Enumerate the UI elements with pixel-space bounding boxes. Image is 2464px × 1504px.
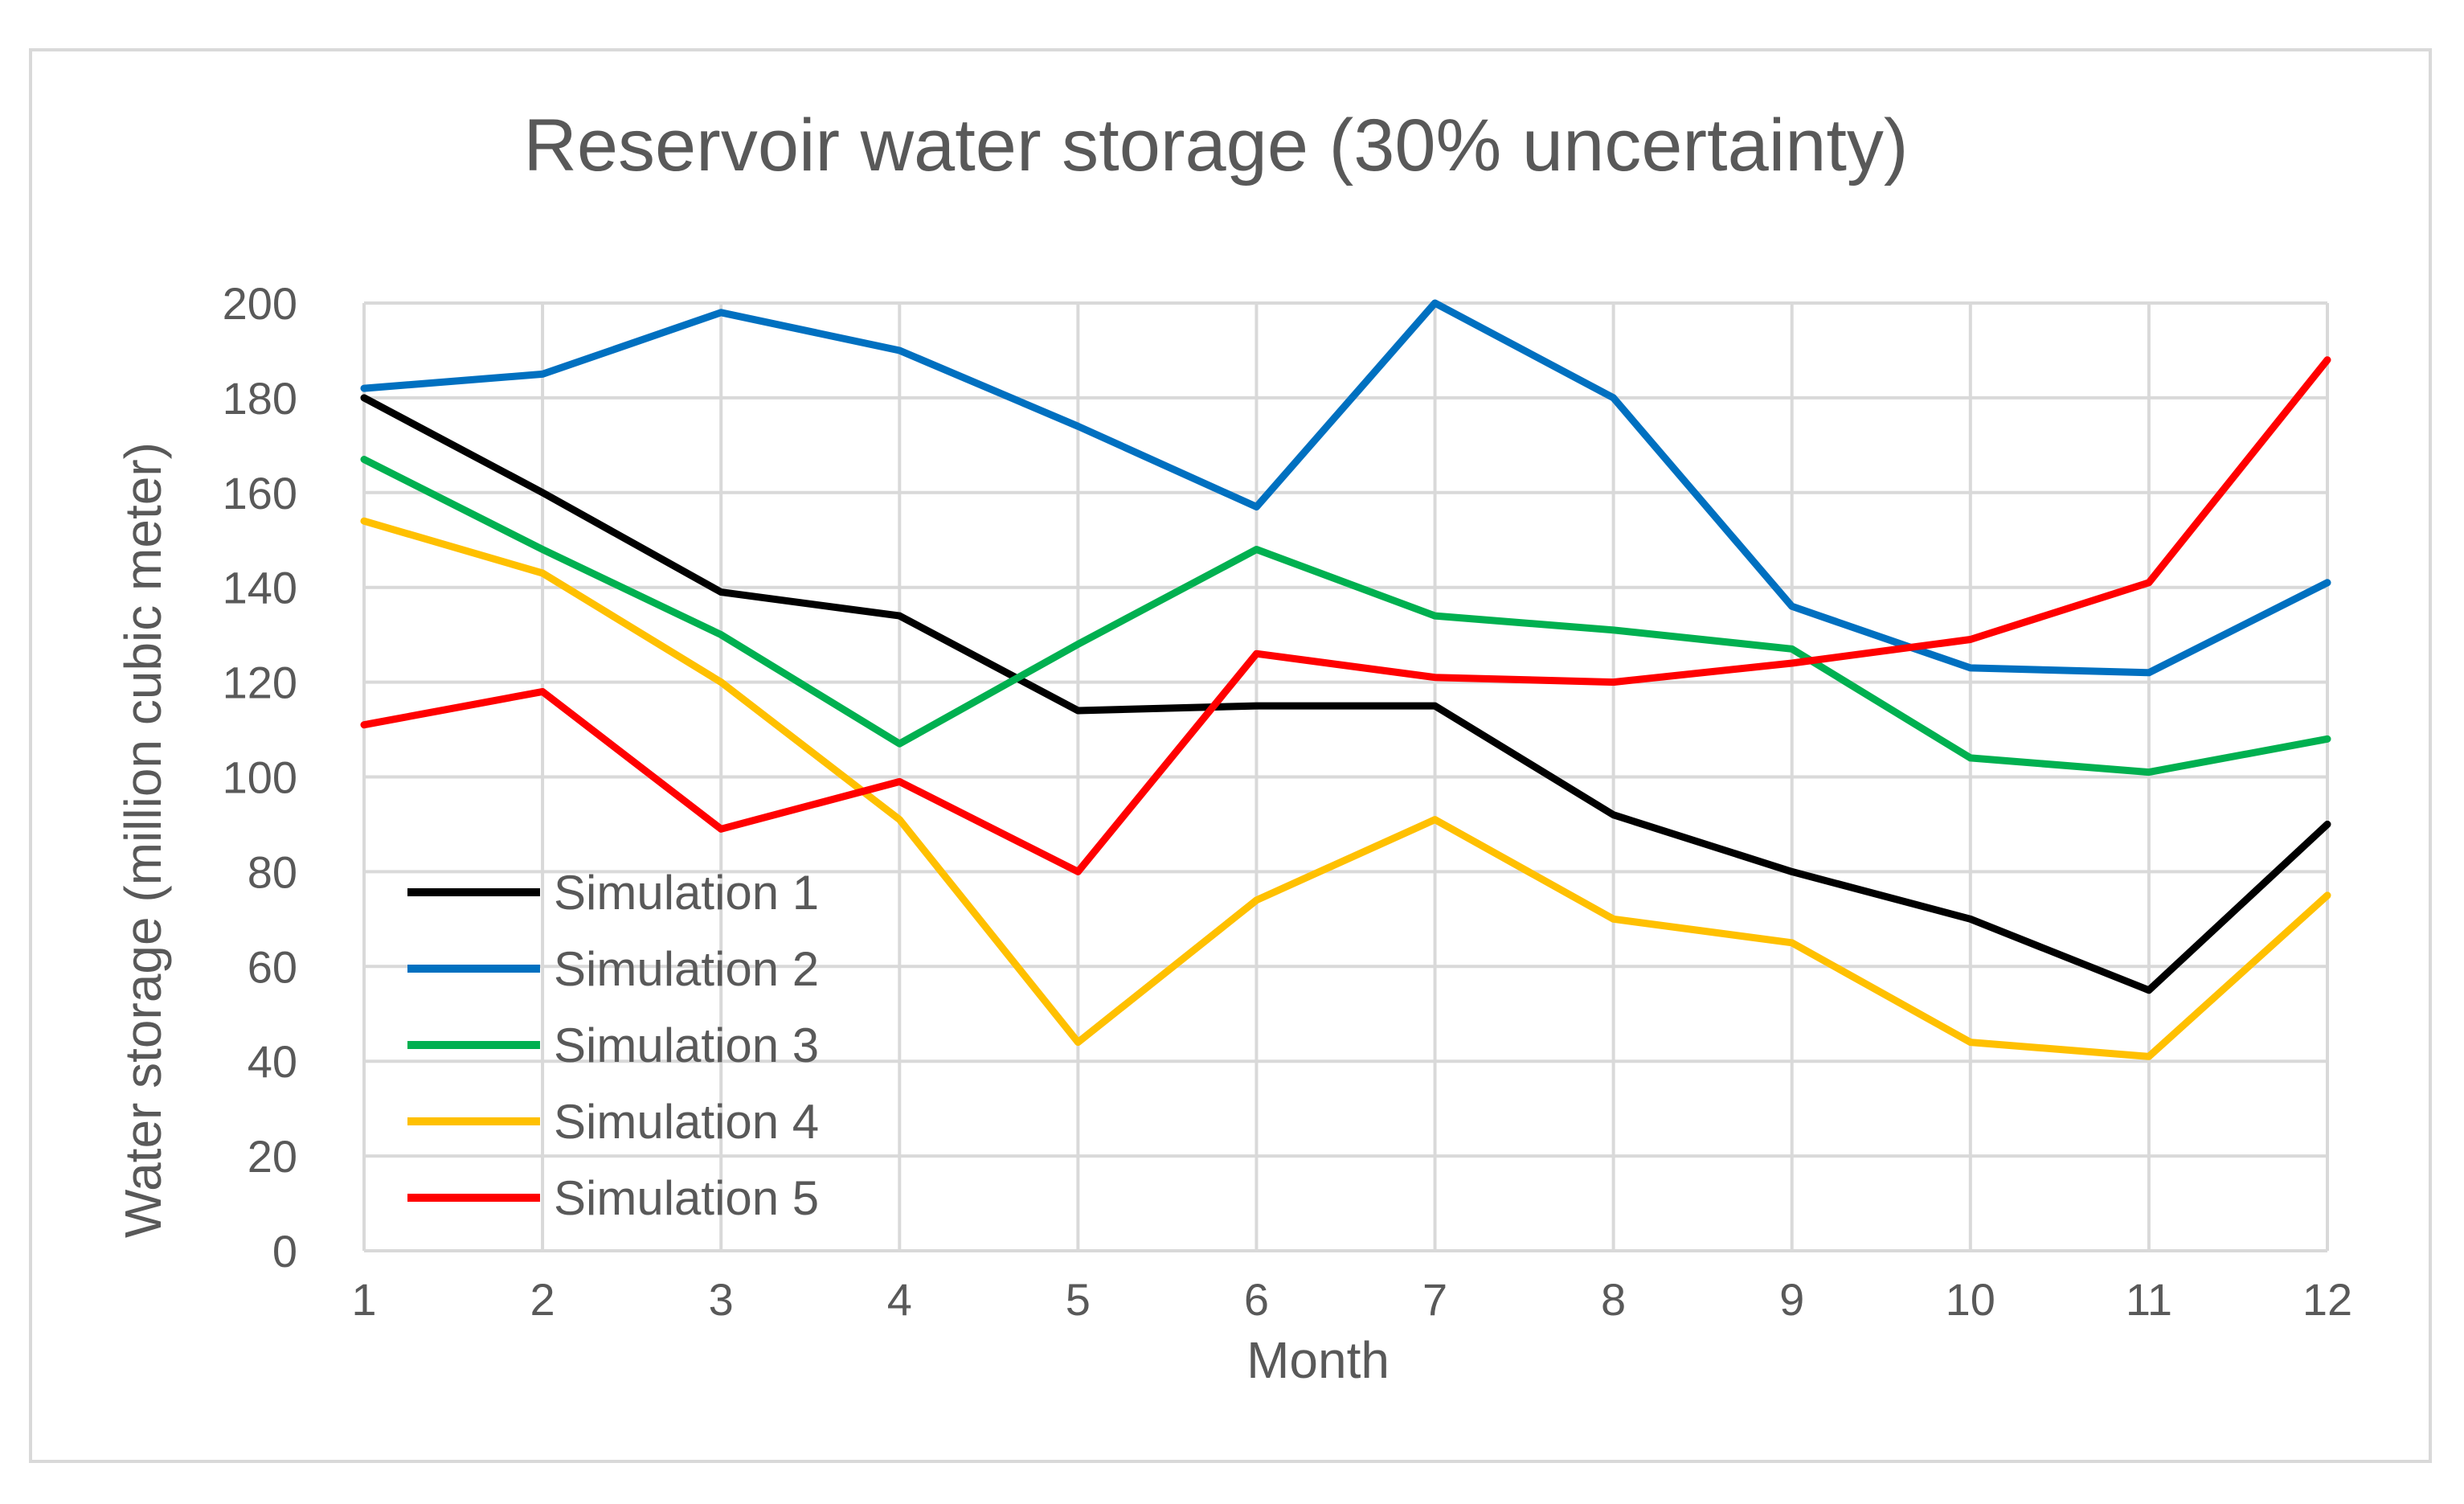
legend-label: Simulation 3	[554, 1018, 819, 1072]
series-line-simulation-4	[360, 517, 2331, 1060]
y-tick-label: 180	[223, 373, 297, 424]
x-tick-label: 3	[709, 1274, 734, 1325]
x-tick-label: 7	[1422, 1274, 1447, 1325]
chart-title: Reservoir water storage (30% uncertainty…	[523, 105, 1908, 186]
y-tick-label: 20	[248, 1131, 297, 1182]
x-tick-label: 2	[530, 1274, 555, 1325]
y-tick-label: 40	[248, 1036, 297, 1087]
series-line-simulation-1	[360, 394, 2331, 994]
series-lines	[360, 299, 2331, 1060]
x-tick-label: 1	[351, 1274, 376, 1325]
x-axis-title: Month	[1246, 1331, 1390, 1389]
y-tick-label: 80	[248, 846, 297, 897]
legend: Simulation 1 Simulation 2 Simulation 3 Simu…	[407, 866, 819, 1225]
series-line-simulation-5	[360, 356, 2331, 875]
line-chart: Reservoir water storage (30% uncertainty…	[114, 105, 2352, 1389]
legend-label: Simulation 1	[554, 866, 819, 920]
legend-label: Simulation 4	[554, 1095, 819, 1149]
x-tick-label: 6	[1244, 1274, 1269, 1325]
series-line-simulation-3	[360, 456, 2331, 777]
y-tick-label: 200	[223, 278, 297, 329]
series-line-simulation-2	[360, 299, 2331, 677]
y-tick-label: 120	[223, 658, 297, 708]
y-axis-ticks: 0 20 40 60 80 100 120 140 160 180 200	[223, 278, 297, 1277]
y-tick-label: 160	[223, 468, 297, 518]
x-tick-label: 11	[2126, 1274, 2172, 1325]
y-tick-label: 60	[248, 941, 297, 992]
x-tick-label: 9	[1779, 1274, 1804, 1325]
legend-label: Simulation 2	[554, 942, 819, 996]
chart-frame: Reservoir water storage (30% uncertainty…	[29, 48, 2432, 1463]
y-tick-label: 0	[272, 1226, 297, 1277]
y-tick-label: 100	[223, 752, 297, 803]
y-axis-title: Water storage (million cubic meter)	[114, 442, 172, 1238]
y-tick-label: 140	[223, 563, 297, 613]
x-tick-label: 8	[1601, 1274, 1626, 1325]
x-tick-label: 4	[887, 1274, 912, 1325]
x-tick-label: 5	[1066, 1274, 1091, 1325]
x-tick-label: 10	[1946, 1274, 1995, 1325]
legend-label: Simulation 5	[554, 1171, 819, 1225]
x-tick-label: 12	[2302, 1274, 2352, 1325]
x-axis-ticks: 1 2 3 4 5 6 7 8 9 10 11 12	[351, 1274, 2352, 1325]
